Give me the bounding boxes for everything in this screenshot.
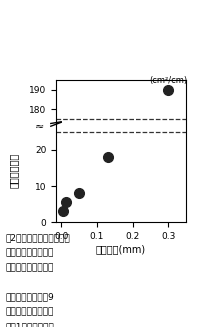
Text: (cm²/cm): (cm²/cm)	[149, 76, 187, 85]
Text: ≈: ≈	[34, 122, 44, 132]
Text: ランスに及ぼす影響: ランスに及ぼす影響	[6, 263, 54, 272]
Point	[106, 154, 109, 160]
Text: 日間霧処理、霧処理: 日間霧処理、霧処理	[6, 307, 54, 317]
Text: 葉面積／根長: 葉面積／根長	[9, 152, 19, 188]
Text: 図2　葉の濃れがトマトの: 図2 葉の濃れがトマトの	[6, 234, 71, 243]
Point	[62, 209, 65, 214]
Point	[167, 87, 170, 93]
Text: 水耕した作物体に9: 水耕した作物体に9	[6, 293, 55, 302]
X-axis label: 付着水量(mm): 付着水量(mm)	[96, 244, 146, 254]
Point	[78, 191, 81, 196]
Text: 終了1日後のデータ: 終了1日後のデータ	[6, 322, 55, 327]
Point	[64, 200, 67, 205]
Text: 地上部と地下部のバ: 地上部と地下部のバ	[6, 249, 54, 258]
